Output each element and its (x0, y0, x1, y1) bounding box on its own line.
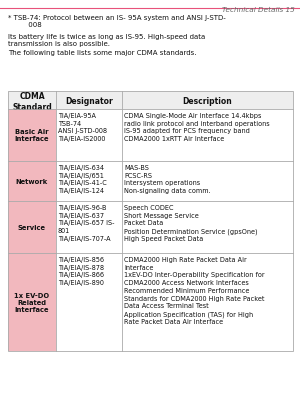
Bar (8, 92, 293, 110)
Text: transmission is also possible.: transmission is also possible. (8, 41, 110, 47)
Text: Speech CODEC
Short Message Service
Packet Data
Position Determination Service (g: Speech CODEC Short Message Service Packe… (124, 205, 257, 242)
Text: TIA/EIA-95A
TSB-74
ANSI J-STD-008
TIA/EIA-IS2000: TIA/EIA-95A TSB-74 ANSI J-STD-008 TIA/EI… (58, 113, 107, 142)
Text: CDMA2000 High Rate Packet Data Air
Interface
1xEV-DO Inter-Operability Specifica: CDMA2000 High Rate Packet Data Air Inter… (124, 256, 265, 325)
Text: Description: Description (183, 97, 232, 106)
Text: Network: Network (16, 179, 48, 185)
Text: The following table lists some major CDMA standards.: The following table lists some major CDM… (8, 50, 196, 56)
Text: TIA/EIA/IS-856
TIA/EIA/IS-878
TIA/EIA/IS-866
TIA/EIA/IS-890: TIA/EIA/IS-856 TIA/EIA/IS-878 TIA/EIA/IS… (58, 256, 104, 286)
Text: Technical Details 15: Technical Details 15 (222, 7, 295, 13)
Text: Service: Service (18, 224, 46, 230)
Bar (8, 254, 56, 351)
Text: CDMA Single-Mode Air Interface 14.4kbps
radio link protocol and interband operat: CDMA Single-Mode Air Interface 14.4kbps … (124, 113, 270, 142)
Text: MAS-BS
PCSC-RS
Intersystem operations
Non-signaling data comm.: MAS-BS PCSC-RS Intersystem operations No… (124, 164, 211, 194)
Text: * TSB-74: Protocol between an IS- 95A system and ANSI J-STD-: * TSB-74: Protocol between an IS- 95A sy… (8, 15, 226, 21)
Bar (8, 202, 56, 254)
Text: Its battery life is twice as long as IS-95. High-speed data: Its battery life is twice as long as IS-… (8, 34, 205, 40)
Bar (8, 110, 56, 162)
Text: 1x EV-DO
Related
Interface: 1x EV-DO Related Interface (14, 292, 50, 312)
Text: Designator: Designator (65, 97, 113, 106)
Text: Basic Air
Interface: Basic Air Interface (15, 129, 49, 142)
Text: TIA/EIA/IS-634
TIA/EIA/IS/651
TIA/EIA/IS-41-C
TIA/EIA/IS-124: TIA/EIA/IS-634 TIA/EIA/IS/651 TIA/EIA/IS… (58, 164, 106, 194)
Text: CDMA
Standard: CDMA Standard (12, 92, 52, 111)
Text: 008: 008 (8, 22, 42, 28)
Bar (8, 92, 293, 351)
Bar (8, 162, 56, 202)
Text: TIA/EIA/IS-96-B
TIA/EIA/IS-637
TIA/EIA/IS-657 IS-
801
TIA/EIA/IS-707-A: TIA/EIA/IS-96-B TIA/EIA/IS-637 TIA/EIA/I… (58, 205, 114, 241)
